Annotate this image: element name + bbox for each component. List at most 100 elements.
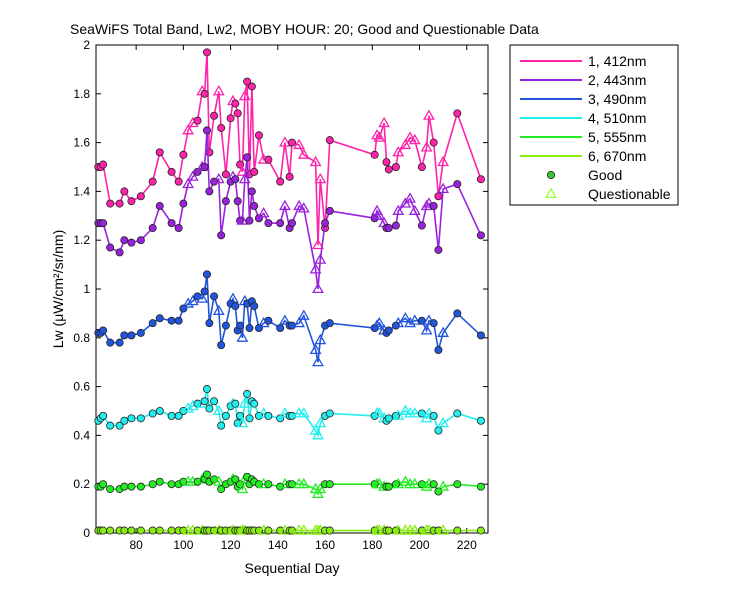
questionable-point	[238, 397, 251, 408]
questionable-point	[236, 416, 249, 428]
questionable-point	[371, 128, 383, 140]
x-tick-label: 80	[129, 538, 143, 552]
good-point	[155, 406, 164, 415]
questionable-point	[236, 165, 249, 176]
good-point	[148, 409, 157, 418]
good-point	[417, 162, 426, 171]
questionable-point	[293, 138, 306, 150]
good-point	[136, 328, 145, 337]
good-point	[287, 219, 296, 228]
good-point	[276, 324, 285, 333]
good-point	[99, 480, 108, 489]
good-point	[202, 470, 211, 479]
questionable-point	[420, 412, 433, 423]
series-3	[94, 270, 485, 367]
good-point	[231, 175, 240, 184]
good-point	[120, 187, 129, 196]
y-tick-label: 1.6	[73, 136, 90, 150]
questionable-point	[437, 182, 450, 194]
questionable-point	[312, 238, 324, 250]
good-point	[174, 411, 183, 420]
questionable-point	[236, 331, 249, 342]
series-2	[94, 126, 485, 294]
good-point	[106, 243, 115, 252]
plot-area	[95, 44, 489, 534]
questionable-point	[408, 314, 421, 325]
good-point	[217, 485, 226, 494]
questionable-point	[399, 197, 412, 208]
good-point	[127, 331, 136, 340]
good-point	[174, 177, 183, 186]
good-point	[174, 316, 183, 325]
questionable-point	[293, 316, 306, 328]
legend-label-3: 3, 490nm	[588, 91, 646, 107]
good-point	[382, 158, 391, 167]
good-point	[276, 219, 285, 228]
good-point	[429, 202, 438, 211]
good-point	[434, 426, 443, 435]
questionable-point	[196, 292, 209, 303]
y-tick-label: 0	[83, 526, 90, 540]
good-point	[325, 206, 334, 215]
good-point	[243, 153, 252, 162]
good-point	[202, 126, 211, 135]
questionable-point	[182, 402, 195, 413]
good-point	[245, 216, 254, 225]
good-point	[202, 270, 211, 279]
good-point	[247, 82, 256, 91]
good-point	[264, 526, 273, 535]
questionable-point	[314, 482, 327, 494]
questionable-point	[437, 326, 450, 337]
good-point	[136, 414, 145, 423]
questionable-point	[373, 316, 386, 328]
good-point	[148, 526, 157, 535]
good-point	[155, 314, 164, 323]
good-point	[179, 199, 188, 208]
good-point	[476, 175, 485, 184]
good-point	[264, 316, 273, 325]
good-point	[231, 475, 240, 484]
good-point	[429, 319, 438, 328]
good-point	[226, 114, 235, 123]
good-point	[243, 389, 252, 398]
good-point	[254, 131, 263, 140]
good-point	[250, 167, 259, 176]
good-point	[205, 148, 214, 157]
good-point	[155, 526, 164, 535]
good-point	[99, 219, 108, 228]
good-point	[453, 309, 462, 318]
good-point	[417, 221, 426, 230]
good-point	[106, 199, 115, 208]
questionable-point	[309, 263, 322, 274]
x-tick-label: 160	[315, 538, 335, 552]
questionable-point	[404, 192, 416, 203]
good-point	[453, 409, 462, 418]
questionable-point	[314, 416, 327, 428]
good-point	[434, 345, 443, 354]
good-point	[429, 411, 438, 420]
legend-questionable-label: Questionable	[588, 186, 671, 202]
questionable-point	[238, 89, 251, 101]
questionable-point	[227, 292, 239, 303]
good-point	[391, 221, 400, 230]
good-point	[233, 109, 242, 118]
good-point	[167, 526, 176, 535]
legend-label-1: 1, 412nm	[588, 53, 646, 69]
good-point	[250, 399, 259, 408]
good-point	[287, 321, 296, 330]
good-point	[287, 138, 296, 147]
good-point	[115, 199, 124, 208]
good-point	[476, 416, 485, 425]
good-point	[231, 399, 240, 408]
questionable-point	[404, 316, 416, 328]
series-line	[98, 130, 482, 290]
questionable-point	[297, 407, 310, 418]
questionable-point	[312, 429, 324, 440]
good-point	[476, 526, 485, 535]
questionable-point	[437, 524, 450, 535]
good-point	[384, 223, 393, 232]
good-point	[217, 341, 226, 350]
good-point	[127, 482, 136, 491]
questionable-point	[408, 133, 421, 145]
